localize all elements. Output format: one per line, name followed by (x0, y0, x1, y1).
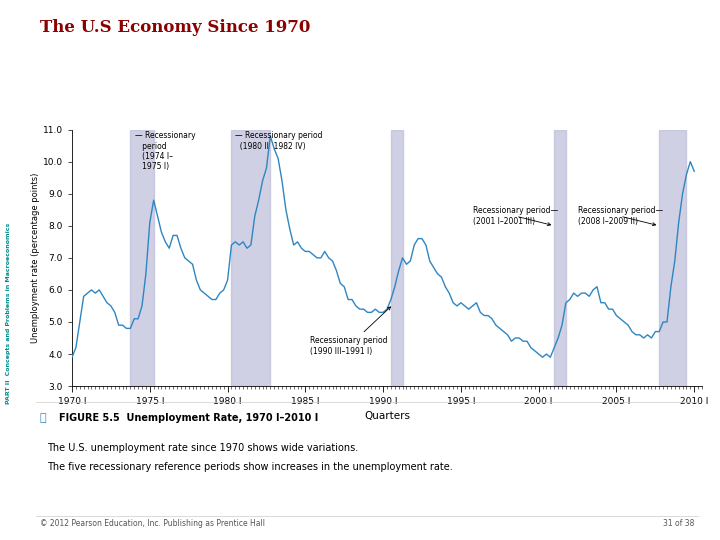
Text: — Recessionary
   period
   (1974 I–
   1975 I): — Recessionary period (1974 I– 1975 I) (135, 131, 196, 171)
Bar (130, 130, 153, 386)
Text: The U.S Economy Since 1970: The U.S Economy Since 1970 (40, 19, 310, 36)
Text: © 2012 Pearson Education, Inc. Publishing as Prentice Hall: © 2012 Pearson Education, Inc. Publishin… (40, 519, 265, 529)
Text: Ⓟ: Ⓟ (40, 413, 46, 423)
Text: Recessionary period
(1990 III–1991 I): Recessionary period (1990 III–1991 I) (310, 307, 390, 356)
Bar (231, 130, 270, 386)
Text: The five recessionary reference periods show increases in the unemployment rate.: The five recessionary reference periods … (47, 462, 453, 472)
X-axis label: Quarters: Quarters (364, 411, 410, 421)
Text: — Recessionary period
  (1980 II  1982 IV): — Recessionary period (1980 II 1982 IV) (235, 131, 323, 151)
Text: 31 of 38: 31 of 38 (663, 519, 695, 529)
Bar (660, 130, 686, 386)
Bar (554, 130, 566, 386)
Text: PART II  Concepts and Problems in Macroeconomics: PART II Concepts and Problems in Macroec… (6, 222, 11, 404)
Text: The U.S. unemployment rate since 1970 shows wide variations.: The U.S. unemployment rate since 1970 sh… (47, 443, 358, 453)
Y-axis label: Unemployment rate (percentage points): Unemployment rate (percentage points) (31, 173, 40, 343)
Text: Recessionary period—
(2008 I–2009 II): Recessionary period— (2008 I–2009 II) (577, 206, 662, 226)
Text: Recessionary period—
(2001 I–2001 III): Recessionary period— (2001 I–2001 III) (473, 206, 559, 226)
Bar (391, 130, 402, 386)
Text: FIGURE 5.5  Unemployment Rate, 1970 I–2010 I: FIGURE 5.5 Unemployment Rate, 1970 I–201… (59, 413, 318, 423)
